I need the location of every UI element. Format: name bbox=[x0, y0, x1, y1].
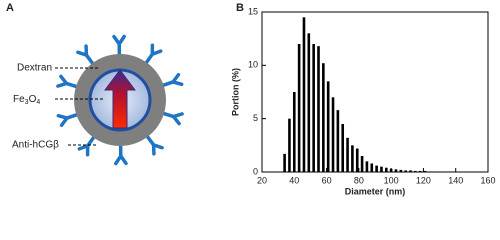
antibody bbox=[56, 113, 79, 128]
core-label-part: Fe bbox=[13, 94, 25, 105]
plot-frame bbox=[261, 11, 489, 173]
core-label: Fe3O4 bbox=[13, 94, 40, 106]
bar bbox=[389, 168, 393, 172]
bar bbox=[414, 170, 417, 172]
core-label-part: 3 bbox=[25, 99, 29, 106]
bar bbox=[365, 161, 369, 172]
antibody bbox=[77, 135, 96, 157]
bar bbox=[428, 171, 432, 172]
x-tick-label: 40 bbox=[289, 175, 299, 185]
x-tick-label: 100 bbox=[384, 175, 399, 185]
bar bbox=[370, 163, 374, 172]
panel-label: B bbox=[236, 2, 244, 14]
bar bbox=[438, 171, 441, 172]
bar bbox=[375, 165, 378, 172]
x-tick-label: 60 bbox=[322, 175, 332, 185]
bar bbox=[312, 44, 315, 172]
x-tick-label: 120 bbox=[416, 175, 431, 185]
bar bbox=[341, 124, 345, 172]
y-tick-label: 10 bbox=[248, 60, 258, 70]
bar bbox=[331, 97, 335, 172]
magnetic-moment-arrow bbox=[104, 69, 136, 129]
bar bbox=[360, 156, 364, 172]
bar bbox=[326, 81, 330, 172]
bar bbox=[336, 110, 340, 172]
bar bbox=[355, 148, 359, 172]
x-tick-label: 160 bbox=[480, 175, 495, 185]
bar bbox=[322, 63, 325, 173]
bar bbox=[447, 171, 451, 172]
bar bbox=[283, 153, 286, 172]
bar bbox=[399, 169, 403, 172]
bar bbox=[380, 166, 383, 172]
antibody bbox=[56, 74, 78, 89]
dextran-label: Dextran bbox=[17, 63, 52, 74]
y-tick-label: 0 bbox=[253, 166, 258, 176]
antibody bbox=[114, 144, 128, 166]
antibody bbox=[161, 72, 184, 87]
bar bbox=[292, 92, 296, 172]
bar bbox=[404, 170, 407, 172]
core-label-part: 4 bbox=[36, 99, 40, 106]
bar bbox=[317, 46, 320, 173]
bar bbox=[385, 167, 388, 172]
x-tick-label: 80 bbox=[354, 175, 364, 185]
antibody bbox=[112, 34, 126, 56]
antibody bbox=[162, 111, 184, 126]
bar bbox=[302, 17, 306, 173]
bar bbox=[351, 145, 354, 172]
x-tick-label: 20 bbox=[257, 175, 267, 185]
antibody bbox=[145, 135, 164, 156]
y-tick-label: 15 bbox=[248, 6, 258, 16]
x-axis-title: Diameter (nm) bbox=[345, 186, 406, 196]
core-label-part: O bbox=[29, 94, 37, 105]
bar bbox=[307, 33, 311, 173]
figure: A Dextran Fe3O4 Anti-hCGβ B Diameter (nm… bbox=[6, 2, 496, 196]
panel-label: A bbox=[6, 2, 14, 14]
bar bbox=[433, 171, 437, 172]
bar bbox=[423, 170, 427, 172]
bar bbox=[394, 169, 398, 172]
x-tick-label: 140 bbox=[448, 175, 463, 185]
antibodies bbox=[56, 34, 184, 166]
bar bbox=[346, 137, 349, 172]
bar bbox=[297, 44, 301, 172]
antibody bbox=[76, 44, 95, 65]
antibody-label: Anti-hCGβ bbox=[12, 140, 59, 151]
antibody bbox=[144, 43, 163, 65]
y-tick-label: 5 bbox=[253, 113, 258, 123]
y-axis-title: Portion (%) bbox=[230, 68, 240, 116]
bar bbox=[409, 170, 412, 172]
bar bbox=[288, 118, 291, 172]
bar bbox=[418, 170, 422, 172]
